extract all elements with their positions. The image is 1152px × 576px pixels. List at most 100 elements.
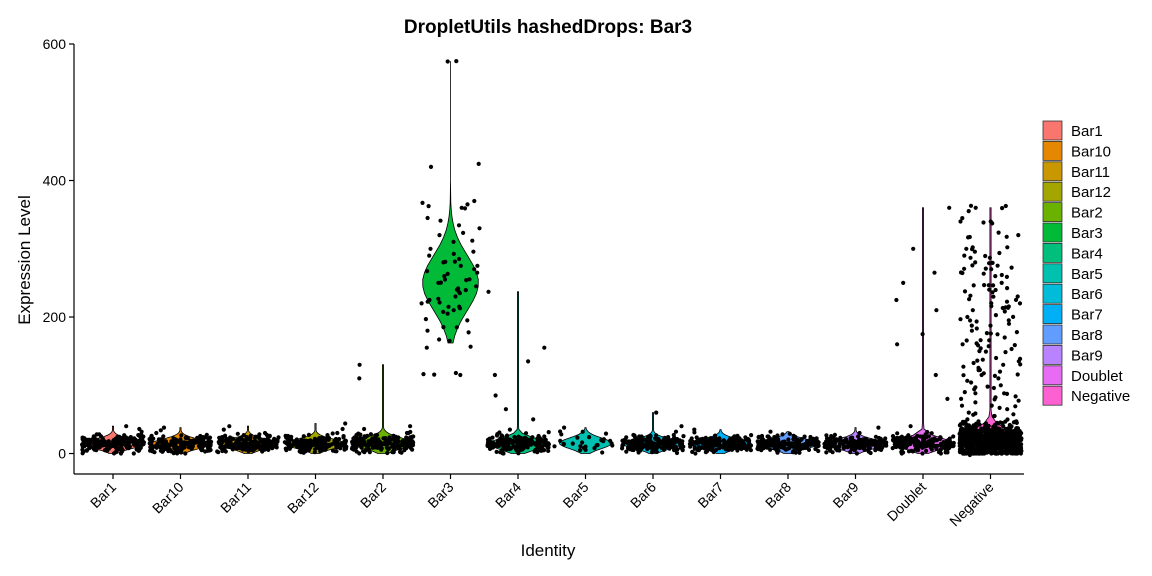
data-point	[428, 164, 434, 169]
x-axis-title: Identity	[521, 541, 576, 560]
data-point	[465, 202, 470, 207]
y-tick-label: 400	[43, 173, 67, 189]
data-point	[984, 331, 990, 336]
data-point	[785, 446, 791, 451]
data-point	[453, 370, 458, 376]
data-point	[982, 442, 987, 447]
data-point	[964, 427, 969, 432]
data-point	[1006, 321, 1012, 326]
data-point	[386, 438, 391, 443]
data-point	[171, 451, 176, 456]
data-point	[673, 444, 678, 449]
data-point	[916, 448, 921, 453]
data-point	[332, 440, 337, 445]
data-point	[791, 437, 796, 442]
data-point	[424, 345, 429, 350]
data-point	[968, 318, 973, 323]
data-point	[183, 435, 188, 441]
data-point	[113, 436, 118, 441]
data-point	[454, 325, 459, 330]
data-point	[769, 439, 774, 444]
data-point	[641, 443, 646, 448]
legend: Bar1 Bar10 Bar11 Bar12 Bar2 Bar3 Bar4 Bar5 Bar6 B…	[1042, 120, 1130, 406]
data-point	[857, 430, 862, 436]
data-point	[154, 430, 159, 436]
x-tick-label-doublet: Doublet	[884, 479, 930, 525]
data-point	[921, 439, 926, 445]
data-point	[795, 444, 801, 449]
data-point	[895, 342, 900, 347]
data-point	[879, 447, 884, 452]
data-point	[984, 450, 990, 455]
data-point	[400, 440, 405, 445]
data-point	[832, 432, 838, 437]
data-point	[494, 433, 500, 438]
data-point	[973, 260, 978, 265]
violin-group-bar12	[282, 421, 349, 455]
data-point	[364, 448, 369, 453]
data-point	[458, 372, 463, 378]
data-point	[958, 270, 964, 275]
data-point	[552, 444, 557, 449]
x-tick-label-negative: Negative	[946, 479, 997, 530]
data-point	[960, 216, 965, 221]
data-point	[425, 269, 430, 274]
data-point	[437, 300, 442, 305]
data-point	[990, 290, 995, 295]
data-point	[965, 314, 970, 320]
data-point	[991, 385, 997, 391]
data-point	[976, 432, 981, 437]
violin-group-bar11	[215, 424, 281, 455]
data-point	[387, 435, 392, 440]
data-point	[102, 439, 107, 444]
data-point	[1013, 404, 1018, 409]
data-point	[973, 205, 978, 210]
data-point	[695, 437, 700, 442]
data-point	[805, 438, 810, 444]
violin-group-bar9	[822, 425, 889, 456]
data-point	[993, 313, 999, 318]
data-point	[1004, 299, 1010, 304]
x-tick-label-bar7: Bar7	[694, 479, 726, 511]
data-point	[998, 383, 1003, 388]
data-point	[690, 449, 695, 454]
data-point	[249, 448, 254, 453]
violin-group-bar5	[552, 425, 615, 455]
data-point	[160, 441, 165, 447]
data-point	[929, 447, 934, 452]
data-point	[546, 430, 551, 435]
data-point	[546, 448, 551, 453]
data-point	[672, 448, 677, 453]
data-point	[507, 427, 512, 432]
data-point	[973, 423, 978, 428]
data-point	[768, 429, 773, 434]
data-point	[830, 443, 835, 448]
data-point	[1003, 350, 1008, 355]
data-point	[471, 249, 476, 254]
data-point	[968, 203, 974, 208]
data-point	[739, 438, 744, 443]
data-point	[113, 450, 118, 455]
data-point	[970, 308, 975, 313]
data-point	[207, 435, 213, 440]
data-point	[890, 446, 895, 451]
data-point	[160, 449, 165, 454]
data-point	[256, 435, 261, 440]
data-point	[338, 443, 343, 448]
data-point	[81, 449, 86, 454]
data-point	[987, 261, 992, 266]
data-point	[1016, 398, 1021, 403]
data-point	[536, 433, 541, 439]
data-point	[260, 440, 265, 445]
data-point	[947, 205, 952, 210]
data-point	[603, 431, 609, 436]
data-point	[494, 442, 499, 448]
data-point	[742, 441, 747, 446]
data-point	[680, 439, 685, 444]
data-point	[246, 442, 251, 447]
data-point	[522, 436, 527, 441]
data-point	[562, 425, 567, 430]
data-point	[639, 437, 644, 442]
data-point	[428, 246, 433, 251]
data-point	[459, 205, 464, 210]
